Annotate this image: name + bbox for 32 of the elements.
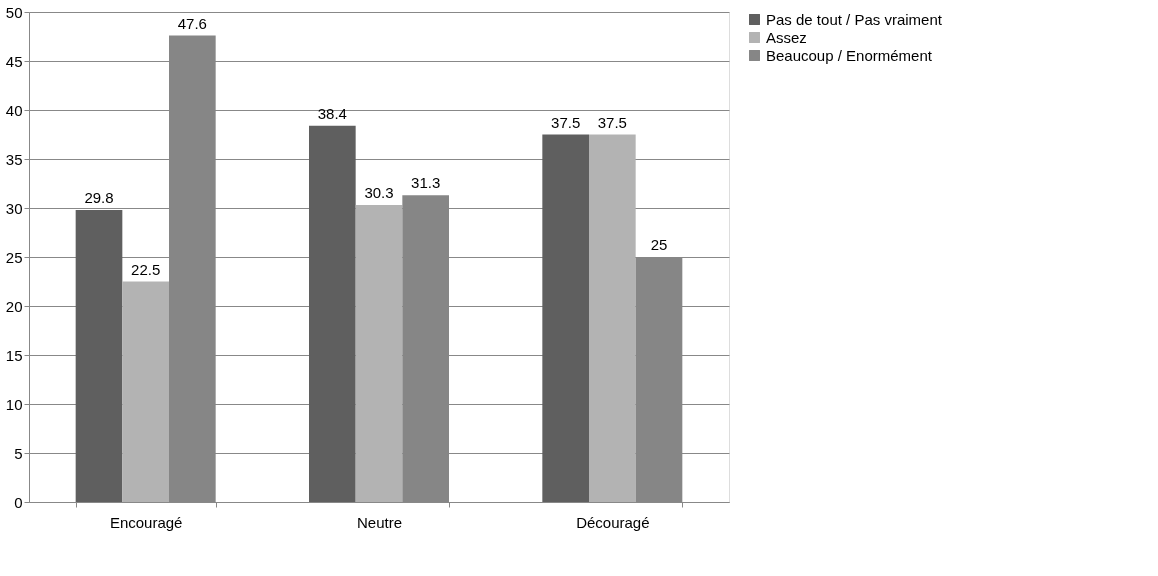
- y-tick-label: 45: [5, 52, 23, 70]
- bar: [309, 125, 356, 502]
- bar: [542, 134, 589, 502]
- bar: [75, 209, 123, 502]
- x-tick-label: Neutre: [356, 513, 403, 531]
- y-tick-label: 10: [5, 395, 23, 413]
- data-label: 30.3: [364, 184, 394, 202]
- y-tick-label: 5: [14, 444, 23, 462]
- data-label: 37.5: [597, 113, 627, 131]
- data-label: 22.5: [131, 260, 161, 278]
- y-tick-label: 35: [5, 150, 23, 168]
- y-tick-label: 0: [14, 493, 23, 511]
- legend-label: Beaucoup / Enormément: [766, 46, 933, 64]
- x-tick-label: Encouragé: [109, 513, 183, 531]
- y-tick-label: 50: [5, 3, 23, 21]
- bar: [122, 281, 169, 502]
- data-label: 25: [650, 236, 668, 253]
- y-tick-label: 20: [5, 297, 23, 315]
- data-label: 29.8: [84, 188, 114, 206]
- data-label: 37.5: [551, 113, 581, 131]
- legend-label: Assez: [766, 28, 807, 46]
- y-tick-label: 40: [5, 101, 23, 119]
- data-label: 47.6: [177, 14, 207, 32]
- y-tick-label: 30: [5, 199, 23, 217]
- legend-label: Pas de tout / Pas vraiment: [766, 10, 943, 28]
- data-label: 31.3: [411, 174, 441, 192]
- y-tick-label: 15: [5, 346, 23, 364]
- x-tick-label: Découragé: [576, 513, 650, 531]
- y-tick-label: 25: [5, 248, 23, 266]
- bar: [355, 205, 403, 502]
- bar: [589, 134, 636, 502]
- data-label: 38.4: [317, 104, 347, 122]
